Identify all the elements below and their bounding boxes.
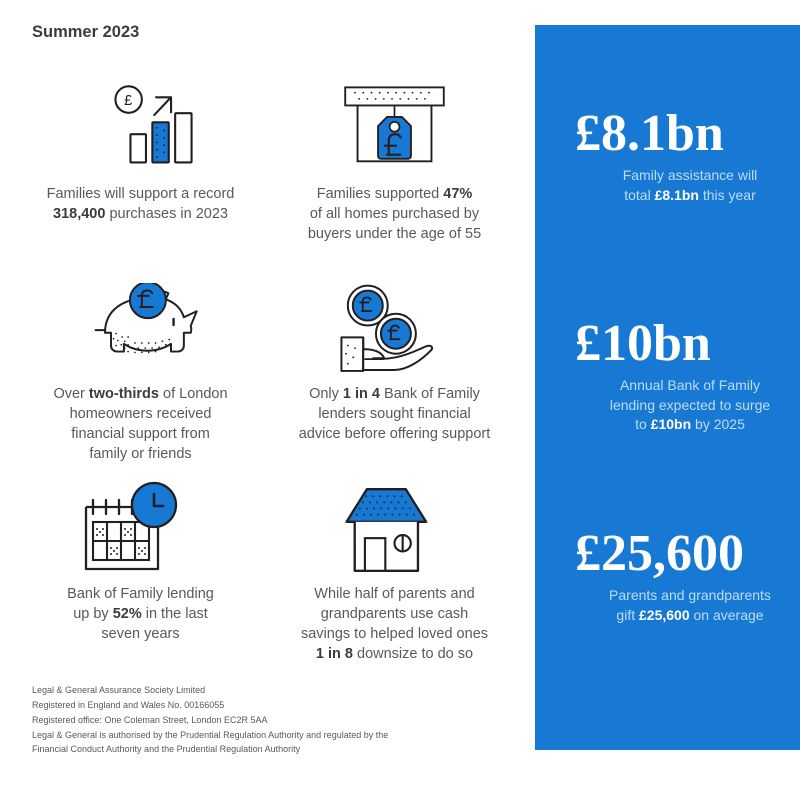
- svg-text:£: £: [124, 93, 132, 109]
